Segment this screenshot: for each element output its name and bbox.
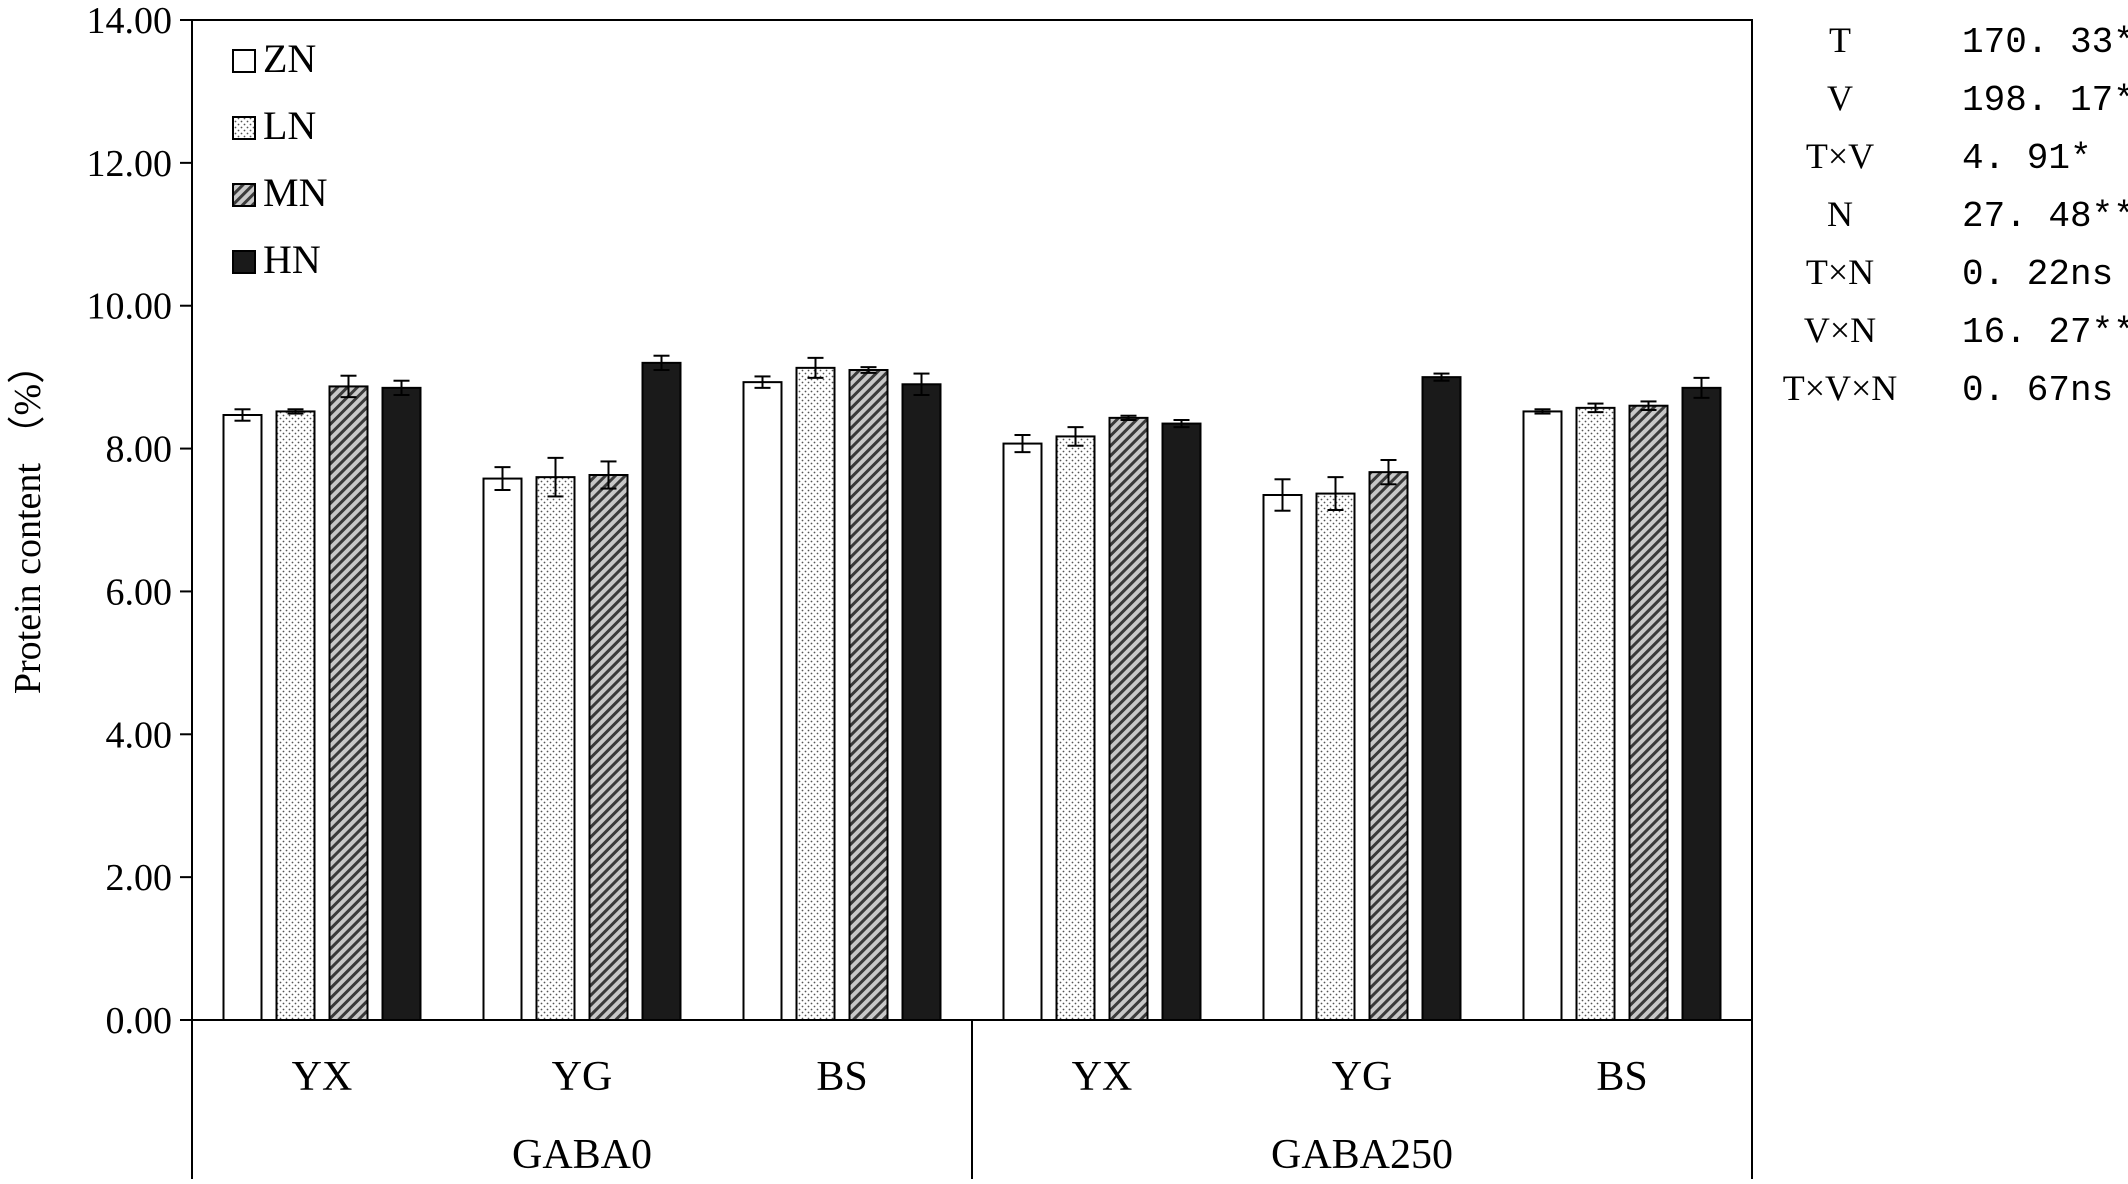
y-tick-label: 14.00 [87,0,173,42]
x-category-label: YG [1332,1054,1393,1100]
bar-ZN-YX [222,414,263,1021]
bar-LN-YG [1315,492,1356,1022]
x-category-label: BS [816,1054,867,1100]
bar-MN-YX [1108,416,1149,1022]
bar-HN-BS [901,383,942,1021]
y-tick-label: 6.00 [106,571,173,613]
legend-label-MN: MN [263,170,327,215]
legend-label-HN: HN [263,237,321,282]
bar-HN-YX [381,386,422,1022]
legend-swatch-ZN [232,49,256,73]
x-category-label: YG [552,1054,613,1100]
bar-ZN-YX [1002,442,1043,1022]
stats-term: T×V [1806,136,1874,176]
bar-ZN-BS [1522,410,1563,1021]
y-tick-label: 2.00 [106,857,173,899]
bar-ZN-BS [742,381,783,1021]
legend-label-ZN: ZN [263,36,316,81]
stats-term: T×V×N [1783,368,1898,408]
x-category-label: BS [1596,1054,1647,1100]
stats-value: 16. 27** [1962,312,2128,353]
bar-MN-YG [1368,471,1409,1021]
stats-term: T×N [1806,252,1874,292]
stats-term: V [1827,78,1853,118]
y-tick-label: 10.00 [87,286,173,328]
stats-term: T [1829,20,1851,60]
y-tick-label: 4.00 [106,714,173,756]
stats-value: 170. 33** [1962,22,2128,63]
stats-value: 198. 17** [1962,80,2128,121]
y-axis-title: Protein content （%） [7,346,49,694]
legend-swatch-LN [232,116,256,140]
x-category-label: YX [1072,1054,1133,1100]
stats-value: 27. 48** [1962,196,2128,237]
bar-LN-BS [795,366,836,1022]
x-group-label: GABA250 [1271,1132,1453,1178]
x-group-label: GABA0 [512,1132,652,1178]
y-tick-label: 0.00 [106,1000,173,1042]
bar-MN-BS [848,369,889,1021]
stats-value: 4. 91* [1962,138,2092,179]
bar-LN-YX [275,410,316,1021]
legend-label-LN: LN [263,103,316,148]
bar-MN-BS [1628,404,1669,1021]
stats-value: 0. 67ns [1962,370,2113,411]
stats-value: 0. 22ns [1962,254,2113,295]
bar-MN-YG [588,474,629,1021]
bar-ZN-YG [1262,494,1303,1021]
x-category-label: YX [292,1054,353,1100]
bar-LN-YG [535,476,576,1021]
bar-LN-YX [1055,435,1096,1021]
bar-HN-YX [1161,422,1202,1022]
bar-HN-YG [1421,376,1462,1021]
bar-MN-YX [328,385,369,1021]
stats-term: V×N [1804,310,1876,350]
bar-HN-BS [1681,386,1722,1022]
y-tick-label: 8.00 [106,429,173,471]
bar-HN-YG [641,361,682,1022]
bar-LN-BS [1575,406,1616,1022]
stats-term: N [1827,194,1853,234]
plot-frame [191,19,1753,1021]
legend-swatch-HN [232,250,256,274]
y-tick-label: 12.00 [87,143,173,185]
bar-ZN-YG [482,477,523,1022]
legend-swatch-MN [232,183,256,207]
